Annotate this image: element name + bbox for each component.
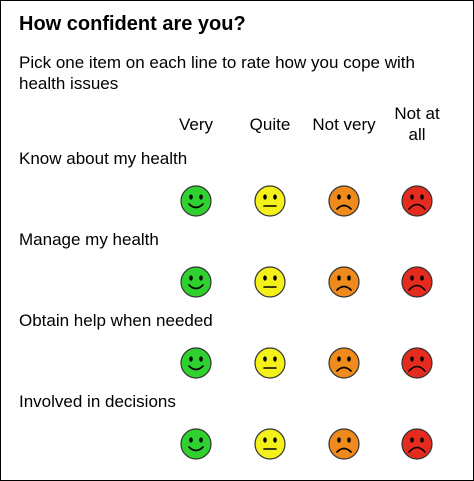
- rating-option[interactable]: [179, 427, 213, 461]
- title: How confident are you?: [19, 13, 246, 35]
- rating-option[interactable]: [327, 427, 361, 461]
- rating-option[interactable]: [253, 427, 287, 461]
- column-header: Not very: [312, 114, 376, 134]
- row-label: Know about my health: [19, 149, 188, 168]
- rating-option[interactable]: [400, 265, 434, 299]
- column-header: Very: [178, 114, 214, 134]
- row-label: Manage my health: [19, 230, 159, 249]
- rating-option[interactable]: [327, 184, 361, 218]
- rating-option[interactable]: [400, 346, 434, 380]
- column-header: Quite: [249, 114, 291, 134]
- rating-option[interactable]: [327, 265, 361, 299]
- rating-option[interactable]: [179, 346, 213, 380]
- rating-option[interactable]: [253, 184, 287, 218]
- rating-option[interactable]: [400, 184, 434, 218]
- row-label: Involved in decisions: [19, 392, 176, 411]
- instruction: Pick one item on each line to rate how y…: [19, 53, 415, 93]
- rating-option[interactable]: [400, 427, 434, 461]
- rating-option[interactable]: [327, 346, 361, 380]
- rating-option[interactable]: [253, 265, 287, 299]
- rating-option[interactable]: [179, 265, 213, 299]
- row-label: Obtain help when needed: [19, 311, 213, 330]
- rating-option[interactable]: [253, 346, 287, 380]
- column-header: Not at all: [394, 104, 440, 144]
- rating-option[interactable]: [179, 184, 213, 218]
